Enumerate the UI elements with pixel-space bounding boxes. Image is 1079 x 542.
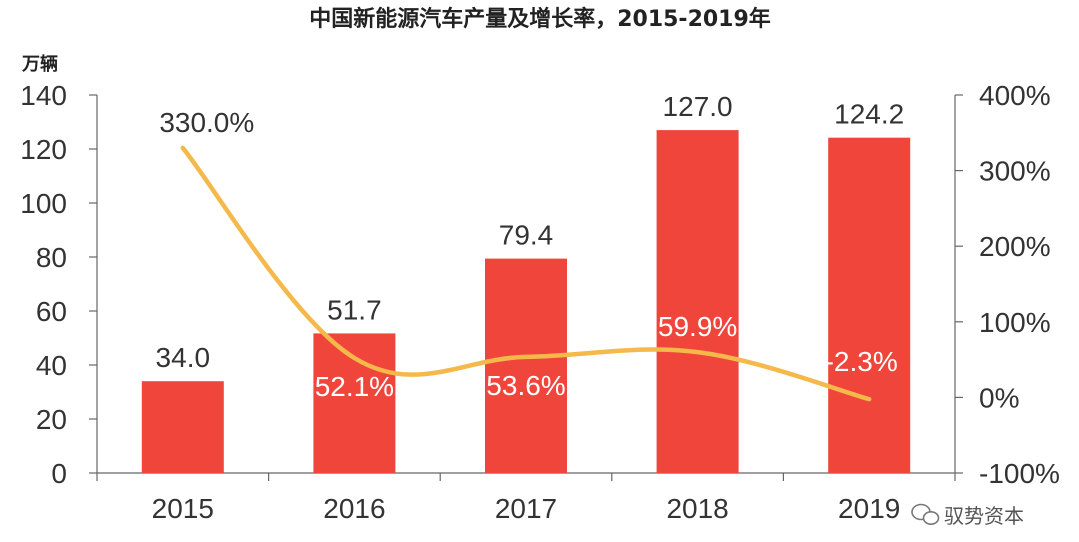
- right-y-tick-label: -100%: [979, 458, 1060, 489]
- bar-value-label: 127.0: [663, 91, 733, 122]
- right-y-tick-label: 0%: [979, 382, 1019, 413]
- bar-series: [141, 130, 911, 473]
- x-tick-label: 2015: [152, 493, 214, 524]
- right-y-tick-label: 100%: [979, 307, 1051, 338]
- bar: [828, 137, 911, 473]
- left-y-tick-label: 0: [51, 458, 67, 489]
- left-y-tick-label: 60: [36, 296, 67, 327]
- rate-value-label: 53.6%: [486, 370, 565, 401]
- bar: [313, 333, 396, 473]
- axes: 0 20 40 60 80 100 120 140 -100% 0% 100% 200% 300% 400…: [20, 80, 1060, 524]
- x-tick-label: 2016: [323, 493, 385, 524]
- growth-rate-line-series: [180, 145, 872, 402]
- bar: [141, 381, 224, 473]
- bar-value-label: 34.0: [156, 342, 211, 373]
- bar-value-label: 79.4: [499, 220, 554, 251]
- bar-value-label: 124.2: [834, 99, 904, 130]
- left-y-tick-label: 140: [20, 80, 67, 111]
- growth-rate-line: [180, 145, 872, 402]
- rate-value-label: 52.1%: [315, 371, 394, 402]
- rate-value-label: -2.3%: [825, 346, 898, 377]
- data-labels: 34.0 51.7 79.4 127.0 124.2 330.0% 52.1% 53.6% 59…: [156, 91, 905, 402]
- rate-value-label: 330.0%: [159, 107, 254, 138]
- left-y-tick-label: 100: [20, 188, 67, 219]
- chart-title: 中国新能源汽车产量及增长率，2015-2019年: [309, 6, 771, 32]
- left-y-tick-label: 80: [36, 242, 67, 273]
- x-tick-label: 2017: [495, 493, 557, 524]
- bar-value-label: 51.7: [327, 294, 382, 325]
- right-y-tick-label: 300%: [979, 156, 1051, 187]
- x-tick-label: 2018: [666, 493, 728, 524]
- x-tick-label: 2019: [838, 493, 900, 524]
- y-axis-unit-label: 万辆: [21, 53, 58, 75]
- left-y-tick-label: 40: [36, 350, 67, 381]
- watermark: 驭势资本: [911, 503, 1024, 528]
- right-y-tick-label: 400%: [979, 80, 1051, 111]
- watermark-text: 驭势资本: [944, 504, 1024, 528]
- bar: [485, 258, 567, 473]
- rate-value-label: 59.9%: [658, 311, 737, 342]
- left-y-tick-label: 20: [36, 404, 67, 435]
- bar: [656, 130, 739, 473]
- left-y-tick-label: 120: [20, 134, 67, 165]
- wechat-icon: [911, 503, 940, 525]
- right-y-tick-label: 200%: [979, 231, 1051, 262]
